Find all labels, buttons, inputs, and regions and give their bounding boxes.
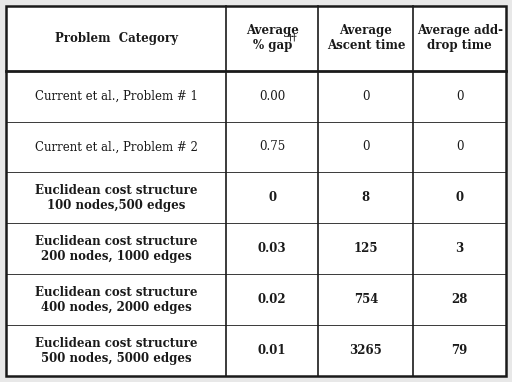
Text: 754: 754	[354, 293, 378, 306]
Text: Euclidean cost structure
200 nodes, 1000 edges: Euclidean cost structure 200 nodes, 1000…	[35, 235, 197, 263]
Text: 3: 3	[456, 243, 464, 256]
Text: 0: 0	[268, 191, 276, 204]
Text: 0: 0	[362, 141, 370, 154]
Text: Average
% gap: Average % gap	[246, 24, 298, 52]
Text: Current et al., Problem # 1: Current et al., Problem # 1	[35, 89, 198, 102]
Text: 0.01: 0.01	[258, 344, 287, 357]
Text: 3265: 3265	[350, 344, 382, 357]
Text: 0: 0	[456, 141, 463, 154]
Text: 8: 8	[362, 191, 370, 204]
Text: Euclidean cost structure
400 nodes, 2000 edges: Euclidean cost structure 400 nodes, 2000…	[35, 286, 197, 314]
Text: Euclidean cost structure
500 nodes, 5000 edges: Euclidean cost structure 500 nodes, 5000…	[35, 337, 197, 365]
Text: 28: 28	[452, 293, 468, 306]
Text: ††: ††	[288, 34, 297, 43]
Text: 125: 125	[354, 243, 378, 256]
Text: 79: 79	[452, 344, 468, 357]
Text: 0: 0	[362, 89, 370, 102]
Text: Average
Ascent time: Average Ascent time	[327, 24, 405, 52]
Text: 0: 0	[456, 191, 464, 204]
Text: Problem  Category: Problem Category	[55, 32, 178, 45]
Text: Euclidean cost structure
100 nodes,500 edges: Euclidean cost structure 100 nodes,500 e…	[35, 184, 197, 212]
Text: 0.75: 0.75	[259, 141, 285, 154]
Text: 0.03: 0.03	[258, 243, 287, 256]
Text: 0.00: 0.00	[259, 89, 285, 102]
Text: Current et al., Problem # 2: Current et al., Problem # 2	[35, 141, 198, 154]
Text: 0: 0	[456, 89, 463, 102]
Text: Average add-
drop time: Average add- drop time	[417, 24, 503, 52]
Text: 0.02: 0.02	[258, 293, 287, 306]
